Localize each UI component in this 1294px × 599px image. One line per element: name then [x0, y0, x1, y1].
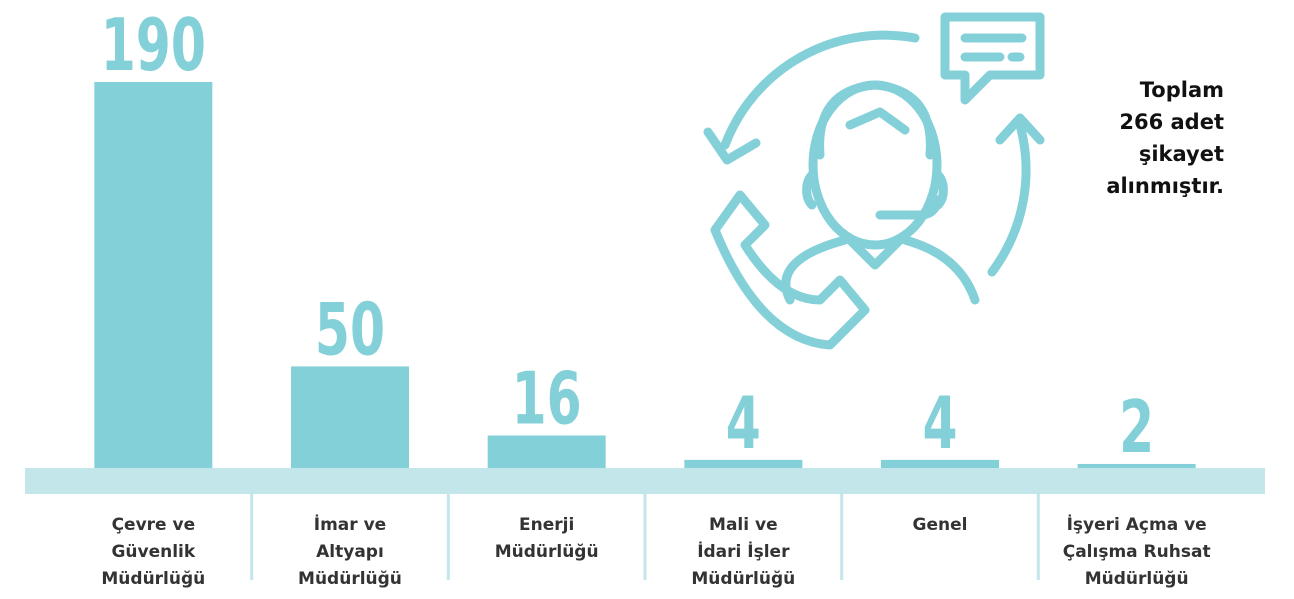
total-note: Toplam 266 adet şikayet alınmıştır. [1106, 74, 1224, 202]
bar [94, 82, 212, 468]
value-label: 16 [512, 356, 582, 441]
category-label: Çevre ve Güvenlik Müdürlüğü [55, 512, 252, 593]
support-icon [708, 17, 1040, 345]
value-label: 4 [922, 381, 957, 466]
page: 190 50 16 4 4 2 Toplam 266 adet şikayet alınm… [0, 0, 1294, 599]
baseline-band [25, 468, 1265, 494]
category-label: İşyeri Açma ve Çalışma Ruhsat Müdürlüğü [1038, 512, 1235, 593]
category-label: İmar ve Altyapı Müdürlüğü [252, 512, 449, 593]
category-label: Enerji Müdürlüğü [448, 512, 645, 566]
value-label: 2 [1119, 385, 1154, 470]
value-label: 4 [726, 381, 761, 466]
bar [291, 366, 409, 468]
value-label: 50 [315, 287, 385, 372]
category-label: Mali ve İdari İşler Müdürlüğü [645, 512, 842, 593]
category-label: Genel [842, 512, 1039, 539]
value-label: 190 [101, 3, 206, 88]
chart: 190 50 16 4 4 2 [0, 0, 1294, 599]
